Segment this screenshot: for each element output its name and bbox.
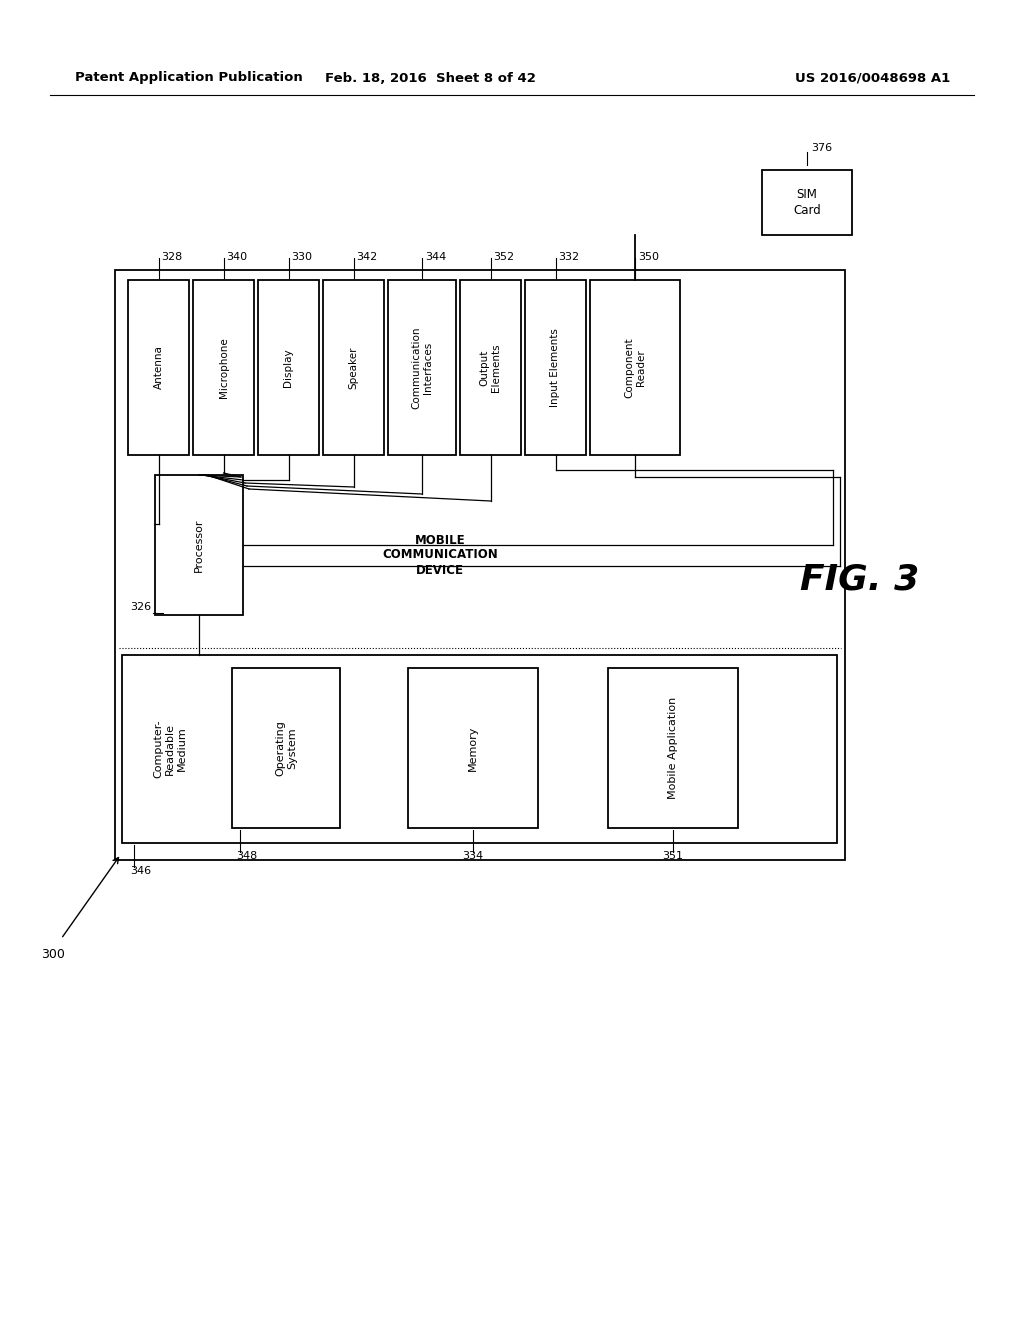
Text: Microphone: Microphone [218, 337, 228, 397]
Text: Memory: Memory [468, 725, 478, 771]
Text: 342: 342 [356, 252, 378, 261]
Text: 344: 344 [425, 252, 446, 261]
Bar [193, 280, 254, 455]
Bar [608, 668, 738, 828]
Text: FIG. 3: FIG. 3 [801, 564, 920, 597]
Text: Component
Reader: Component Reader [625, 337, 646, 397]
Text: Processor: Processor [194, 519, 204, 572]
Text: Input Elements: Input Elements [551, 329, 560, 407]
Text: US 2016/0048698 A1: US 2016/0048698 A1 [795, 71, 950, 84]
Text: Feb. 18, 2016  Sheet 8 of 42: Feb. 18, 2016 Sheet 8 of 42 [325, 71, 536, 84]
Text: Display: Display [284, 348, 294, 387]
Text: 340: 340 [226, 252, 248, 261]
Text: 351: 351 [663, 851, 683, 861]
Text: Speaker: Speaker [348, 346, 358, 389]
Text: Operating
System: Operating System [275, 721, 297, 776]
Text: 334: 334 [463, 851, 483, 861]
Bar [122, 655, 837, 843]
Text: 348: 348 [236, 851, 257, 861]
Bar [323, 280, 384, 455]
Text: Antenna: Antenna [154, 346, 164, 389]
Text: Patent Application Publication: Patent Application Publication [75, 71, 303, 84]
Bar [155, 475, 243, 615]
Text: 300: 300 [41, 949, 65, 961]
Bar [525, 280, 586, 455]
Text: 330: 330 [292, 252, 312, 261]
Text: Communication
Interfaces: Communication Interfaces [412, 326, 433, 409]
Text: 352: 352 [494, 252, 515, 261]
Text: 332: 332 [558, 252, 580, 261]
Text: 350: 350 [638, 252, 659, 261]
Bar [762, 170, 852, 235]
Text: 328: 328 [162, 252, 182, 261]
Text: Mobile Application: Mobile Application [668, 697, 678, 799]
Text: Computer-
Readable
Medium: Computer- Readable Medium [154, 719, 186, 779]
Bar [460, 280, 521, 455]
Text: 346: 346 [130, 866, 152, 876]
Bar [232, 668, 340, 828]
Bar [115, 271, 845, 861]
Text: 326: 326 [130, 602, 151, 612]
Bar [590, 280, 680, 455]
Bar [258, 280, 319, 455]
Text: 376: 376 [811, 143, 833, 153]
Text: SIM
Card: SIM Card [794, 189, 821, 216]
Text: Output
Elements: Output Elements [479, 343, 502, 392]
Bar [408, 668, 538, 828]
Bar [388, 280, 456, 455]
Bar [128, 280, 189, 455]
Text: MOBILE
COMMUNICATION
DEVICE: MOBILE COMMUNICATION DEVICE [382, 533, 498, 577]
